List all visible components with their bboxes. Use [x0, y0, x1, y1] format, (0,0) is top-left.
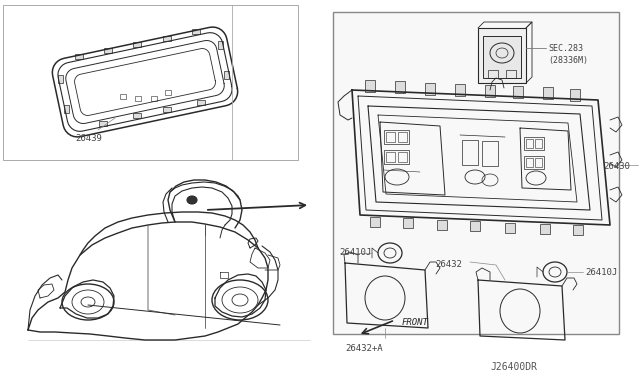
Bar — [164, 90, 171, 94]
Bar — [64, 105, 69, 113]
Bar — [470, 221, 480, 231]
Bar — [384, 150, 409, 164]
Text: 26439: 26439 — [75, 134, 102, 143]
Bar — [483, 36, 521, 78]
Text: 26432: 26432 — [435, 260, 462, 269]
Bar — [75, 54, 83, 59]
Bar — [333, 12, 619, 334]
Bar — [150, 96, 157, 100]
Bar — [218, 41, 223, 49]
Bar — [3, 5, 298, 160]
Bar — [370, 217, 380, 227]
Bar — [455, 84, 465, 96]
Text: 26410J: 26410J — [585, 268, 617, 277]
Bar — [192, 29, 200, 34]
Bar — [384, 130, 409, 144]
Text: SEC.283: SEC.283 — [548, 44, 583, 53]
Bar — [462, 140, 478, 165]
Bar — [524, 137, 544, 150]
Bar — [478, 28, 526, 83]
Bar — [386, 152, 395, 162]
Bar — [505, 223, 515, 233]
Bar — [395, 81, 405, 93]
Bar — [224, 71, 229, 79]
Bar — [58, 76, 63, 83]
Bar — [163, 36, 171, 41]
Text: 26410J: 26410J — [339, 248, 371, 257]
Bar — [120, 94, 125, 99]
Bar — [543, 87, 553, 99]
Bar — [133, 113, 141, 118]
Bar — [133, 42, 141, 47]
Bar — [540, 224, 550, 234]
Bar — [526, 158, 533, 167]
Bar — [398, 152, 407, 162]
Bar — [425, 83, 435, 95]
Bar — [398, 132, 407, 142]
Bar — [196, 100, 205, 105]
Bar — [135, 96, 141, 101]
Bar — [485, 85, 495, 97]
Text: (28336M): (28336M) — [548, 56, 588, 65]
Bar — [437, 220, 447, 230]
Text: 26430: 26430 — [603, 162, 630, 171]
Ellipse shape — [187, 196, 197, 204]
Bar — [506, 70, 516, 78]
Bar — [99, 121, 107, 126]
Bar — [573, 225, 583, 235]
Text: J26400DR: J26400DR — [490, 362, 537, 372]
Bar — [104, 48, 112, 53]
Bar — [535, 139, 542, 148]
Text: 26432+A: 26432+A — [345, 344, 383, 353]
Bar — [482, 141, 498, 166]
Bar — [526, 139, 533, 148]
Bar — [365, 80, 375, 92]
Bar — [488, 70, 498, 78]
Bar — [535, 158, 542, 167]
Bar — [513, 86, 523, 98]
Bar — [163, 107, 170, 112]
Bar — [570, 89, 580, 101]
Bar — [403, 218, 413, 228]
Text: FRONT: FRONT — [402, 318, 429, 327]
Bar — [386, 132, 395, 142]
Bar — [524, 156, 544, 169]
